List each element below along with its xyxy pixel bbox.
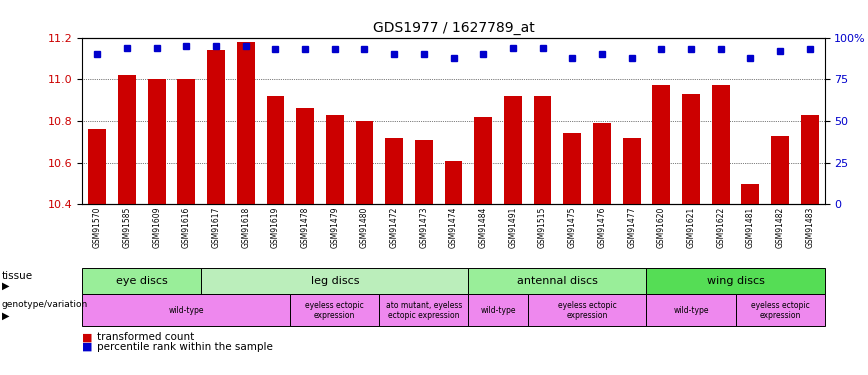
- Text: eyeless ectopic
expression: eyeless ectopic expression: [751, 301, 810, 320]
- Bar: [622, 138, 641, 204]
- Text: GSM91474: GSM91474: [449, 206, 458, 248]
- Text: GSM91480: GSM91480: [360, 206, 369, 248]
- Text: GSM91616: GSM91616: [182, 206, 191, 248]
- Text: eye discs: eye discs: [116, 276, 168, 286]
- Text: eyeless ectopic
expression: eyeless ectopic expression: [306, 301, 365, 320]
- Bar: [89, 129, 106, 204]
- Bar: [593, 123, 611, 204]
- Text: antennal discs: antennal discs: [517, 276, 598, 286]
- Bar: [444, 160, 463, 204]
- Text: GSM91479: GSM91479: [331, 206, 339, 248]
- Bar: [712, 86, 730, 204]
- Text: GSM91478: GSM91478: [300, 206, 310, 248]
- Text: GSM91570: GSM91570: [93, 206, 102, 248]
- Bar: [474, 117, 492, 204]
- Text: GSM91484: GSM91484: [479, 206, 488, 248]
- Bar: [148, 79, 166, 204]
- Title: GDS1977 / 1627789_at: GDS1977 / 1627789_at: [372, 21, 535, 35]
- Text: wild-type: wild-type: [674, 306, 709, 315]
- Text: GSM91621: GSM91621: [687, 206, 695, 248]
- Text: wild-type: wild-type: [168, 306, 204, 315]
- Bar: [237, 42, 254, 204]
- Bar: [504, 96, 522, 204]
- Bar: [177, 79, 195, 204]
- Text: GSM91620: GSM91620: [657, 206, 666, 248]
- Text: GSM91622: GSM91622: [716, 206, 725, 248]
- Bar: [356, 121, 373, 204]
- Text: GSM91481: GSM91481: [746, 206, 755, 248]
- Bar: [801, 115, 819, 204]
- Bar: [385, 138, 403, 204]
- Text: GSM91585: GSM91585: [122, 206, 131, 248]
- Text: GSM91618: GSM91618: [241, 206, 250, 248]
- Text: GSM91609: GSM91609: [152, 206, 161, 248]
- Text: ▶: ▶: [2, 311, 10, 321]
- Bar: [207, 50, 225, 204]
- Text: ■: ■: [82, 342, 93, 352]
- Text: GSM91482: GSM91482: [776, 206, 785, 248]
- Text: GSM91491: GSM91491: [509, 206, 517, 248]
- Text: GSM91483: GSM91483: [806, 206, 814, 248]
- Bar: [741, 183, 760, 204]
- Text: GSM91617: GSM91617: [212, 206, 220, 248]
- Bar: [118, 75, 136, 204]
- Bar: [296, 108, 314, 204]
- Text: wing discs: wing discs: [707, 276, 765, 286]
- Text: GSM91475: GSM91475: [568, 206, 576, 248]
- Text: GSM91477: GSM91477: [628, 206, 636, 248]
- Bar: [326, 115, 344, 204]
- Text: percentile rank within the sample: percentile rank within the sample: [97, 342, 273, 352]
- Text: ato mutant, eyeless
ectopic expression: ato mutant, eyeless ectopic expression: [385, 301, 462, 320]
- Text: GSM91515: GSM91515: [538, 206, 547, 248]
- Text: eyeless ectopic
expression: eyeless ectopic expression: [558, 301, 616, 320]
- Bar: [266, 96, 285, 204]
- Text: GSM91472: GSM91472: [390, 206, 398, 248]
- Bar: [415, 140, 433, 204]
- Text: tissue: tissue: [2, 272, 33, 281]
- Bar: [563, 134, 582, 204]
- Text: leg discs: leg discs: [311, 276, 359, 286]
- Text: wild-type: wild-type: [480, 306, 516, 315]
- Text: ■: ■: [82, 333, 93, 342]
- Bar: [534, 96, 551, 204]
- Text: transformed count: transformed count: [97, 333, 194, 342]
- Text: GSM91476: GSM91476: [597, 206, 607, 248]
- Bar: [771, 135, 789, 204]
- Text: GSM91473: GSM91473: [419, 206, 428, 248]
- Bar: [682, 94, 700, 204]
- Bar: [653, 86, 670, 204]
- Text: genotype/variation: genotype/variation: [2, 300, 88, 309]
- Text: GSM91619: GSM91619: [271, 206, 279, 248]
- Text: ▶: ▶: [2, 281, 10, 291]
